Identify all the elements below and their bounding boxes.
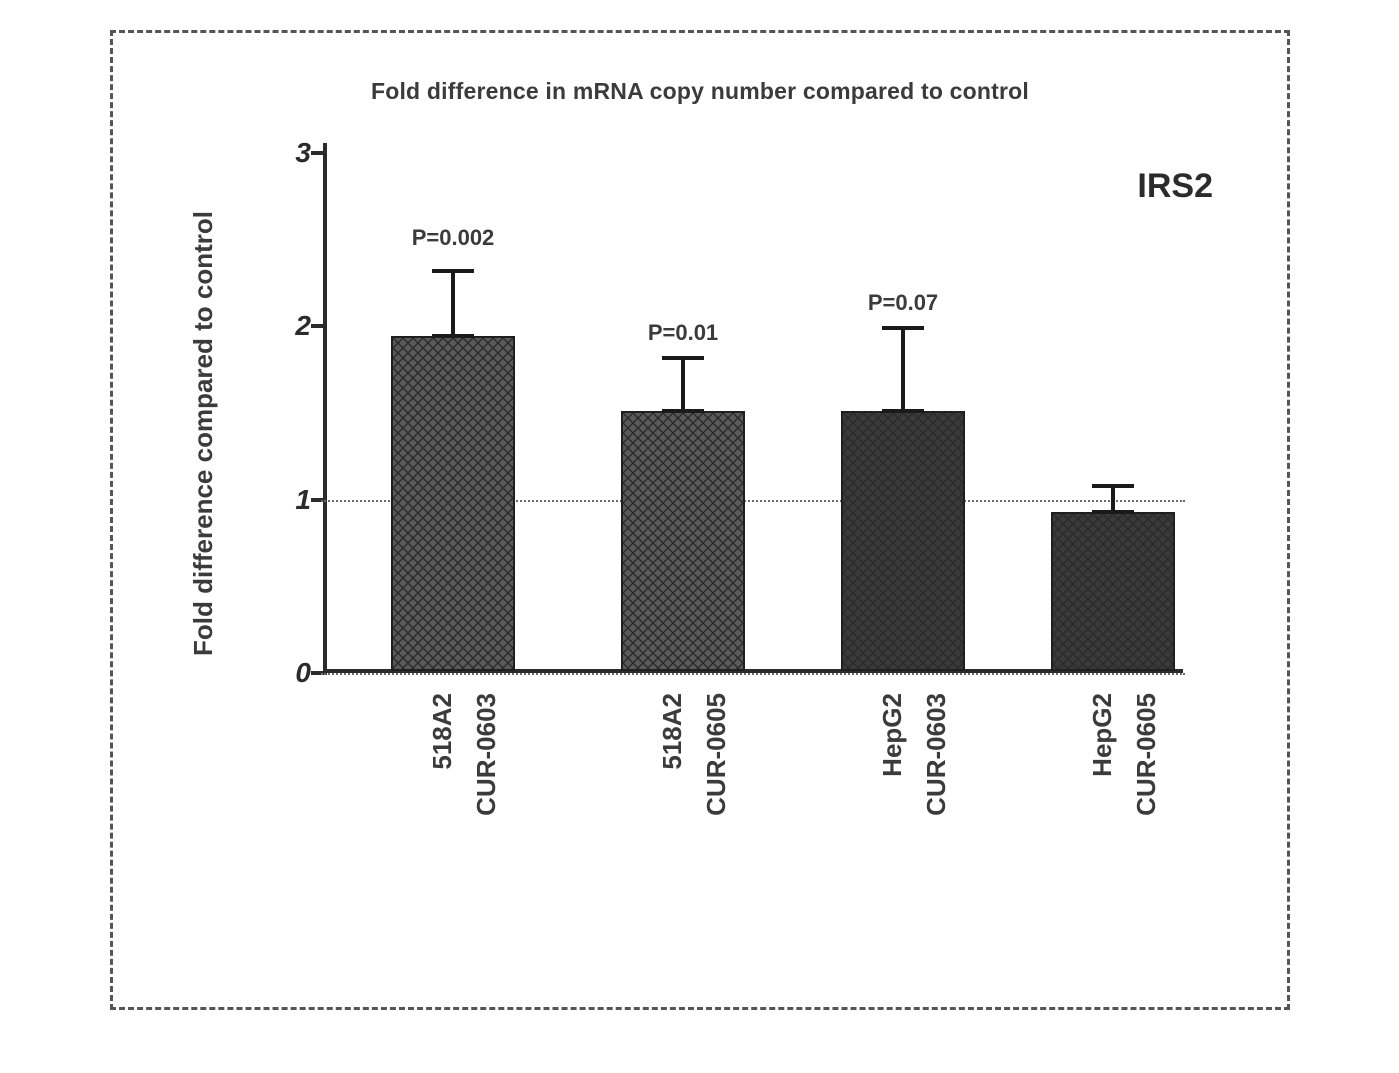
y-tick-label: 3	[275, 137, 311, 169]
y-tick-label: 0	[275, 657, 311, 689]
p-value-label: P=0.07	[868, 290, 938, 316]
bar	[841, 411, 965, 671]
chart-frame: Fold difference in mRNA copy number comp…	[110, 30, 1290, 1010]
y-tick-mark	[311, 324, 327, 328]
error-bar	[681, 356, 685, 413]
y-axis-label-container: Fold difference compared to control	[183, 153, 223, 713]
series-label: IRS2	[1137, 167, 1213, 206]
p-value-label: P=0.01	[648, 320, 718, 346]
error-bar	[901, 326, 905, 413]
x-tick-label: CUR-0605	[701, 693, 824, 953]
plot-area: IRS2 0123P=0.002P=0.01P=0.07	[323, 153, 1183, 673]
bar	[621, 411, 745, 671]
x-tick-label: CUR-0605	[1131, 693, 1254, 953]
p-value-label: P=0.002	[412, 225, 495, 251]
x-tick-label: CUR-0603	[921, 693, 1044, 953]
bar	[391, 336, 515, 671]
chart-title: Fold difference in mRNA copy number comp…	[113, 78, 1287, 105]
error-bar	[1111, 484, 1115, 513]
bar	[1051, 512, 1175, 671]
y-tick-mark	[311, 151, 327, 155]
y-axis	[323, 143, 327, 675]
baseline-dotted	[321, 673, 1185, 675]
x-tick-label: CUR-0603	[471, 693, 594, 953]
y-axis-label: Fold difference compared to control	[188, 211, 219, 656]
y-tick-label: 2	[275, 310, 311, 342]
error-bar	[451, 269, 455, 338]
x-axis-labels: 518A2CUR-0603518A2CUR-0605HepG2CUR-0603H…	[323, 683, 1183, 983]
y-tick-label: 1	[275, 484, 311, 516]
